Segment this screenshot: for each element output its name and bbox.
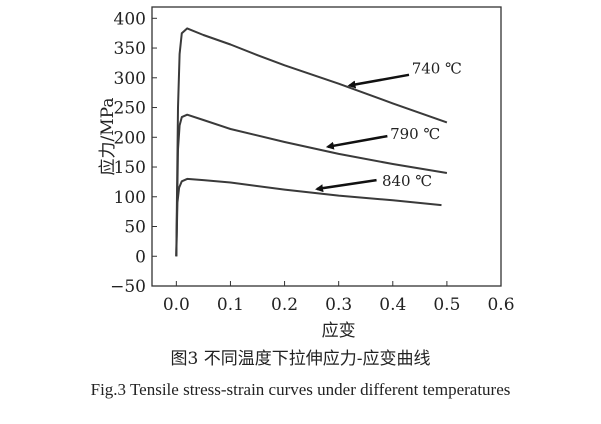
x-tick-label: 0.1 [217,295,244,315]
x-tick-label: 0.6 [487,295,514,315]
series-line-1 [175,113,448,257]
x-tick-label: 0.2 [271,295,298,315]
x-tick-label: 0.4 [379,295,406,315]
x-tick-label: 0.5 [433,295,460,315]
series-label-0: 740 ℃ [412,60,462,78]
x-tick-label: 0.0 [163,295,190,315]
stress-strain-chart: 0.0 0.1 0.2 0.3 0.4 0.5 0.6 400 350 300 250 200 150 1… [98,6,515,340]
series-label-1: 790 ℃ [390,125,440,143]
series-label-2: 840 ℃ [382,172,432,190]
y-tick-label: −50 [110,277,146,297]
y-tick-label: 300 [114,69,146,89]
series-arrow-1 [325,134,388,150]
series-line-2 [175,177,442,257]
y-tick-label: 50 [124,218,146,238]
y-tick-label: 0 [135,247,146,267]
x-tick-label: 0.3 [325,295,352,315]
y-tick-label: 100 [114,188,146,208]
series-arrow-0 [347,73,410,89]
y-tick-label: 400 [114,9,146,29]
figure-caption-english: Fig.3 Tensile stress-strain curves under… [90,380,511,399]
y-axis-label: 应力/MPa [98,98,118,176]
y-tick-label: 150 [114,158,146,178]
x-axis-label: 应变 [322,321,356,340]
figure-caption-chinese: 图3 不同温度下拉伸应力-应变曲线 [170,349,431,369]
y-tick-label: 200 [114,128,146,148]
series-arrow-2 [315,178,377,193]
plot-frame [151,6,502,287]
y-tick-label: 250 [114,99,146,119]
y-tick-label: 350 [114,39,146,59]
